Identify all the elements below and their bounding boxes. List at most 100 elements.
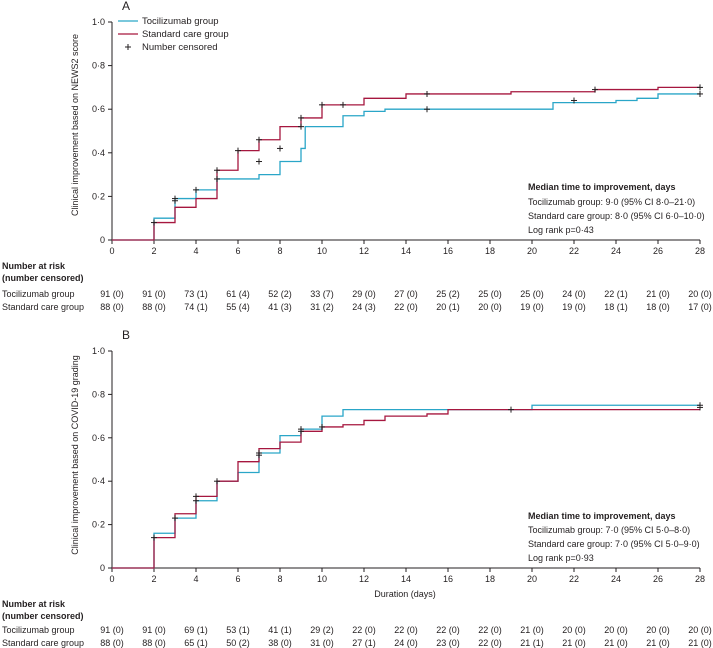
censor-mark-std	[298, 428, 304, 435]
risk-std-cell: 88 (0)	[142, 302, 166, 312]
censor-mark-std	[256, 136, 262, 143]
censor-mark-std	[319, 101, 325, 108]
median-std: Standard care group: 8·0 (95% CI 6·0–10·…	[528, 211, 705, 221]
censor-mark-toci	[571, 97, 577, 104]
median-title: Median time to improvement, days	[528, 182, 676, 192]
risk-toci-cell: 29 (2)	[310, 625, 334, 635]
risk-toci-cell: 53 (1)	[226, 625, 250, 635]
median-title: Median time to improvement, days	[528, 511, 676, 521]
censor-mark-toci	[298, 123, 304, 130]
y-tick-label: 0·6	[92, 433, 105, 443]
x-tick-label: 12	[359, 246, 369, 256]
risk-std-cell: 21 (0)	[562, 638, 586, 648]
risk-std-cell: 18 (0)	[646, 302, 670, 312]
risk-std-cell: 50 (2)	[226, 638, 250, 648]
censor-mark-std	[235, 147, 241, 154]
x-tick-label: 10	[317, 574, 327, 584]
risk-toci-cell: 25 (0)	[478, 289, 502, 299]
censor-mark-toci	[319, 423, 325, 430]
risk-std-cell: 55 (4)	[226, 302, 250, 312]
risk-std-cell: 20 (0)	[478, 302, 502, 312]
x-tick-label: 12	[359, 574, 369, 584]
x-axis-title: Duration (days)	[374, 589, 436, 599]
risk-std-cell: 17 (0)	[688, 302, 712, 312]
risk-std-cell: 19 (0)	[562, 302, 586, 312]
plot-area-a: 00·20·40·60·81·00 2 4 6 8 10 12 14 16 18 20 22 24 26 2…	[92, 17, 705, 256]
median-box-a: Median time to improvement, days Tociliz…	[528, 182, 705, 235]
censor-mark-toci	[508, 406, 514, 413]
risk-std-cell: 21 (1)	[520, 638, 544, 648]
x-tick-label: 2	[151, 246, 156, 256]
risk-std-cell: 21 (0)	[604, 638, 628, 648]
panel-b-letter: B	[122, 328, 130, 342]
risk-std-label: Standard care group	[2, 638, 84, 648]
risk-std-cell: 88 (0)	[100, 638, 124, 648]
risk-table-a: Number at risk (number censored) Tociliz…	[2, 261, 712, 312]
censor-mark-std	[697, 84, 703, 91]
x-tick-label: 0	[109, 574, 114, 584]
risk-std-cell: 88 (0)	[142, 638, 166, 648]
x-tick-label: 24	[611, 246, 621, 256]
median-std: Standard care group: 7·0 (95% CI 5·0–9·0…	[528, 539, 700, 549]
risk-std-cell: 24 (3)	[352, 302, 376, 312]
censor-mark-std	[256, 452, 262, 459]
risk-toci-cell: 20 (0)	[688, 289, 712, 299]
legend: Tocilizumab group Standard care group Nu…	[118, 16, 229, 53]
censor-mark-std	[214, 167, 220, 174]
panel-b: B Clinical improvement based on COVID-19…	[2, 328, 712, 648]
x-tick-label: 2	[151, 574, 156, 584]
risk-toci-cell: 21 (0)	[646, 289, 670, 299]
x-tick-label: 4	[193, 246, 198, 256]
risk-toci-cell: 21 (0)	[520, 625, 544, 635]
panel-a: A Clinical improvement based on NEWS2 sc…	[2, 0, 712, 312]
legend-censored-label: Number censored	[142, 42, 218, 53]
censor-mark-toci	[151, 219, 157, 226]
risk-toci-cell: 20 (0)	[604, 625, 628, 635]
censor-mark-toci	[193, 186, 199, 193]
risk-std-cell: 22 (0)	[478, 638, 502, 648]
risk-std-cell: 21 (0)	[646, 638, 670, 648]
censor-mark-std	[592, 86, 598, 93]
x-tick-label: 10	[317, 246, 327, 256]
x-tick-label: 24	[611, 574, 621, 584]
risk-toci-cell: 33 (7)	[310, 289, 334, 299]
panel-a-letter: A	[122, 0, 130, 13]
risk-table-b: Number at risk (number censored) Tociliz…	[2, 599, 712, 648]
x-tick-label: 4	[193, 574, 198, 584]
risk-toci-cell: 61 (4)	[226, 289, 250, 299]
risk-toci-cell: 22 (0)	[352, 625, 376, 635]
risk-subheader: (number censored)	[2, 611, 84, 621]
x-tick-label: 8	[277, 574, 282, 584]
risk-toci-cell: 91 (0)	[100, 625, 124, 635]
risk-std-cell: 22 (0)	[394, 302, 418, 312]
risk-toci-label: Tocilizumab group	[2, 289, 75, 299]
x-tick-label: 6	[235, 574, 240, 584]
y-tick-label: 0	[100, 235, 105, 245]
x-tick-label: 22	[569, 574, 579, 584]
series-line-toci	[112, 93, 700, 241]
median-logrank: Log rank p=0·93	[528, 553, 594, 563]
x-tick-label: 26	[653, 574, 663, 584]
x-tick-label: 20	[527, 574, 537, 584]
censor-mark-toci	[340, 101, 346, 108]
plot-area-b: 00·20·40·60·81·00 2 4 6 8 10 12 14 16 18 20 22 24 26 2…	[92, 346, 705, 584]
risk-toci-cell: 24 (0)	[562, 289, 586, 299]
risk-std-cell: 31 (2)	[310, 302, 334, 312]
risk-header: Number at risk	[2, 599, 66, 609]
risk-toci-cell: 41 (1)	[268, 625, 292, 635]
x-tick-label: 26	[653, 246, 663, 256]
y-tick-label: 0·6	[92, 104, 105, 114]
x-tick-label: 20	[527, 246, 537, 256]
risk-std-cell: 24 (0)	[394, 638, 418, 648]
risk-toci-cell: 91 (0)	[100, 289, 124, 299]
x-tick-label: 16	[443, 574, 453, 584]
risk-std-cell: 18 (1)	[604, 302, 628, 312]
x-tick-label: 14	[401, 574, 411, 584]
risk-subheader: (number censored)	[2, 273, 84, 283]
risk-std-cell: 38 (0)	[268, 638, 292, 648]
risk-toci-cell: 22 (1)	[604, 289, 628, 299]
risk-std-cell: 27 (1)	[352, 638, 376, 648]
censor-mark-toci	[214, 175, 220, 182]
risk-std-cell: 21 (0)	[688, 638, 712, 648]
x-tick-label: 18	[485, 574, 495, 584]
